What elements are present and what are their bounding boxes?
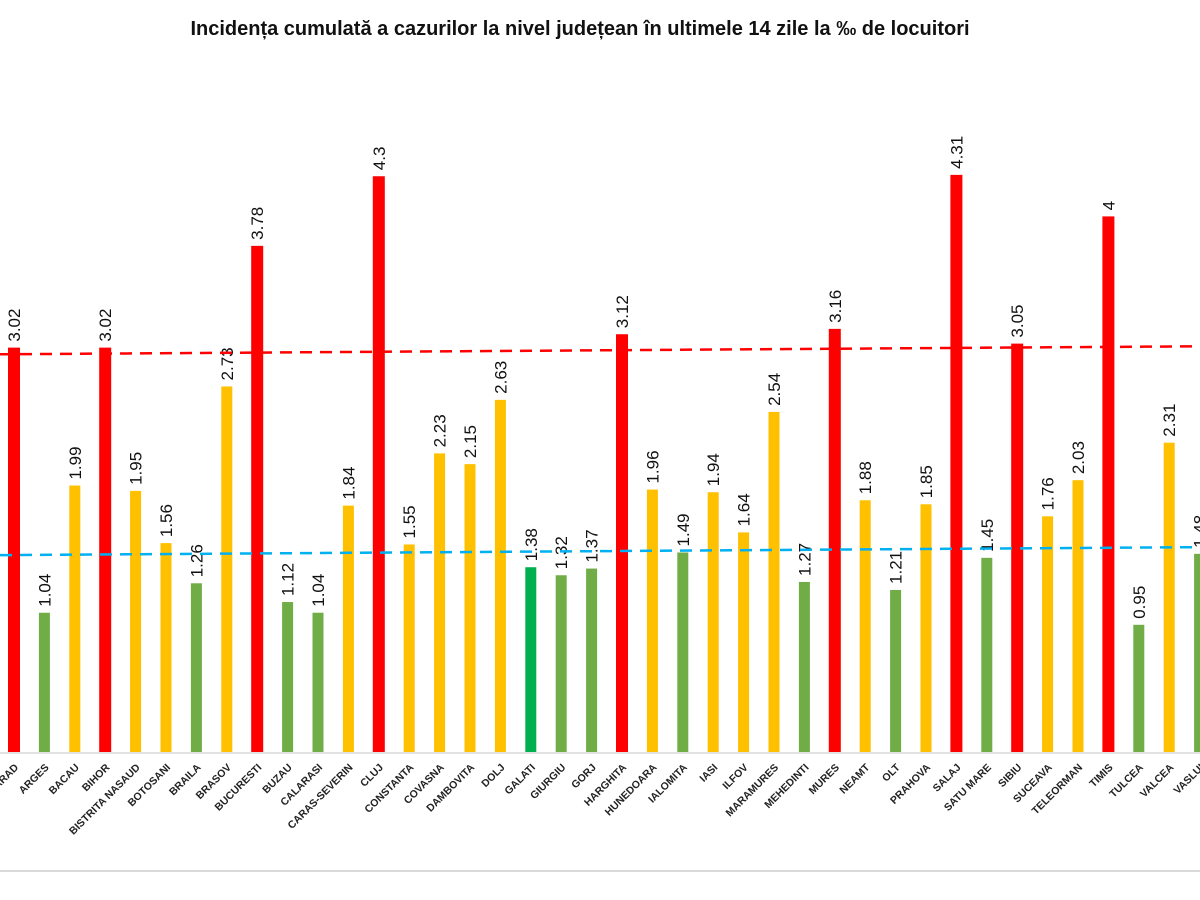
data-label: 1.37 <box>583 529 602 562</box>
data-label: 2.54 <box>765 373 784 406</box>
data-label: 2.15 <box>461 425 480 458</box>
data-label: 1.26 <box>187 544 206 577</box>
data-label: 1.76 <box>1039 477 1058 510</box>
bar-bucuresti <box>251 245 264 752</box>
bar-brasov <box>221 386 233 752</box>
data-label: 1.38 <box>522 528 541 561</box>
bar-iasi <box>707 492 719 752</box>
data-label: 1.99 <box>66 446 85 479</box>
bar-covasna <box>434 453 446 752</box>
reference-line-blue <box>0 545 1200 557</box>
data-label: 1.95 <box>127 452 146 485</box>
data-label: 1.48 <box>1191 515 1200 548</box>
data-label: 1.55 <box>400 505 419 538</box>
data-label: 1.12 <box>279 563 298 596</box>
bar-sibiu <box>1011 343 1024 752</box>
data-label: 0.95 <box>1130 586 1149 619</box>
data-label: 2.63 <box>491 361 510 394</box>
chart-title: Incidența cumulată a cazurilor la nivel … <box>190 18 970 40</box>
x-tick-label: VASLUI <box>1172 762 1200 797</box>
x-tick-label: DOLJ <box>479 762 507 790</box>
bar-bacau <box>69 485 81 752</box>
bar-ilfov <box>738 532 750 752</box>
data-label: 1.94 <box>704 453 723 486</box>
bar-timis <box>1102 216 1115 752</box>
data-label: 3.05 <box>1008 305 1027 338</box>
data-label: 1.32 <box>552 536 571 569</box>
bar-valcea <box>1163 442 1175 752</box>
data-label: 1.85 <box>917 465 936 498</box>
bar-suceava <box>1042 516 1054 752</box>
bar-neamt <box>859 500 871 752</box>
data-label: 1.49 <box>674 513 693 546</box>
data-label: 3.02 <box>5 309 24 342</box>
x-tick-label: MURES <box>807 762 842 797</box>
bar-maramures <box>768 411 780 752</box>
data-label: 3.78 <box>248 207 267 240</box>
data-label: 1.04 <box>309 574 328 607</box>
bar-arges <box>38 612 50 752</box>
x-tick-label: TIMIS <box>1087 762 1115 790</box>
bar-dolj <box>494 399 506 752</box>
bar-galati <box>525 567 537 752</box>
bar-bihor <box>99 347 112 752</box>
bar-prahova <box>920 504 932 752</box>
data-label: 2.03 <box>1069 441 1088 474</box>
data-label: 3.16 <box>826 290 845 323</box>
bar-buzau <box>282 602 294 752</box>
data-label: 3.12 <box>613 295 632 328</box>
bar-vaslui <box>1194 553 1200 752</box>
data-label: 4 <box>1099 201 1118 210</box>
bar-cluj <box>372 176 385 753</box>
data-label: 3.02 <box>96 309 115 342</box>
bar-arad <box>8 347 20 752</box>
x-tick-label: CLUJ <box>358 762 386 790</box>
bar-tulcea <box>1133 624 1145 752</box>
bar-teleorman <box>1072 480 1084 752</box>
x-tick-label: IASI <box>697 762 720 785</box>
data-label: 1.45 <box>978 519 997 552</box>
data-label: 1.27 <box>795 543 814 576</box>
bar-gorj <box>586 568 598 752</box>
bar-dambovita <box>464 464 476 752</box>
data-label: 4.31 <box>947 136 966 169</box>
x-tick-label: OLT <box>880 761 903 784</box>
reference-line-red <box>0 345 1200 356</box>
data-label: 2.23 <box>431 414 450 447</box>
bar-botosani <box>160 543 172 752</box>
bar-mures <box>828 328 841 752</box>
x-tick-label: VALCEA <box>1138 761 1177 800</box>
bar-satu-mare <box>981 557 993 752</box>
bar-salaj <box>950 174 963 753</box>
x-tick-label: ARGES <box>17 762 52 797</box>
data-label: 1.96 <box>643 450 662 483</box>
bar-ialomita <box>677 552 689 752</box>
data-label: 2.73 <box>218 347 237 380</box>
data-label: 1.21 <box>887 551 906 584</box>
data-label: 2.31 <box>1160 404 1179 437</box>
x-tick-label: NEAMT <box>837 761 872 796</box>
bar-bistrita-nasaud <box>130 490 142 752</box>
data-label: 1.64 <box>735 493 754 526</box>
x-tick-label: SIBIU <box>996 762 1024 790</box>
bar-constanta <box>403 544 415 752</box>
chart-frame-bottom <box>0 870 1200 872</box>
data-label: 1.04 <box>35 574 54 607</box>
bar-harghita <box>616 334 628 752</box>
bar-caras-severin <box>342 505 354 752</box>
x-tick-label: MARAMURES <box>724 762 782 820</box>
data-label: 4.3 <box>370 147 389 171</box>
bar-olt <box>890 589 902 752</box>
x-tick-label: BACAU <box>47 762 82 797</box>
bar-calarasi <box>312 612 324 752</box>
bar-giurgiu <box>555 575 567 752</box>
data-label: 1.56 <box>157 504 176 537</box>
bar-mehedinti <box>798 581 810 752</box>
data-label: 1.88 <box>856 461 875 494</box>
data-label: 1.84 <box>339 467 358 500</box>
bar-braila <box>190 583 202 752</box>
bar-hunedoara <box>646 489 658 752</box>
